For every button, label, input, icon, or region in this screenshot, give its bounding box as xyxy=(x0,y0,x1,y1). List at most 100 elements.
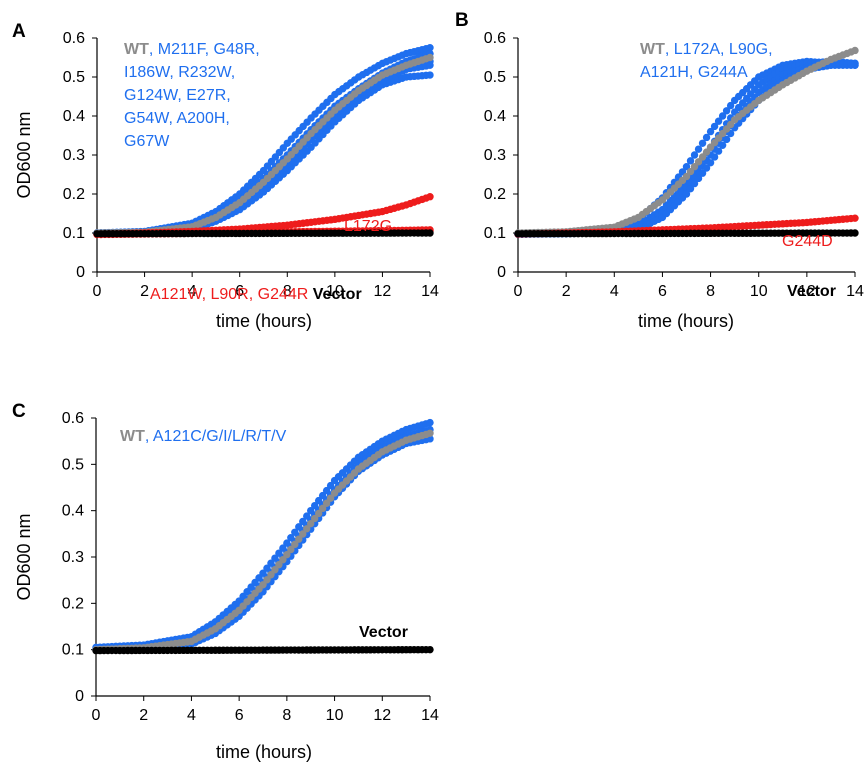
y-tick-label: 0.3 xyxy=(62,549,84,566)
x-tick-label: 4 xyxy=(187,707,196,724)
series-annotation: G244D xyxy=(782,233,833,250)
data-point xyxy=(263,576,271,584)
annotation-segment: L172G xyxy=(344,218,392,235)
data-point xyxy=(426,229,434,237)
data-point xyxy=(702,148,711,156)
series-4 xyxy=(514,59,859,238)
x-tick-label: 8 xyxy=(283,283,292,300)
data-point xyxy=(287,545,295,554)
x-tick-label: 4 xyxy=(188,283,197,300)
series-annotation: WT, A121C/G/I/L/R/T/V xyxy=(120,428,287,445)
data-point xyxy=(682,190,691,198)
annotation-segment: Vector xyxy=(308,286,361,303)
x-tick-label: 8 xyxy=(282,707,291,724)
annotation-segment: Vector xyxy=(359,624,408,641)
data-point xyxy=(702,164,711,172)
y-tick-label: 0.5 xyxy=(62,456,84,473)
x-tick-label: 2 xyxy=(139,707,148,724)
panel-c: C 0 2 4 6 8 10 12 14 0 0.1 0.2 0.3 0.4 0.5 0.6 time (hou… xyxy=(12,401,439,762)
x-tick-label: 6 xyxy=(235,283,244,300)
x-tick-label: 8 xyxy=(706,283,715,300)
data-point xyxy=(426,53,434,62)
data-point xyxy=(279,556,287,564)
x-tick-label: 2 xyxy=(140,283,149,300)
series-7 xyxy=(514,229,859,238)
x-tick-label: 14 xyxy=(846,283,864,300)
y-tick-label: 0.6 xyxy=(63,30,85,47)
data-point xyxy=(686,167,695,176)
data-point xyxy=(694,158,703,166)
series-1 xyxy=(514,57,859,238)
y-tick-label: 0.1 xyxy=(484,225,506,242)
data-point xyxy=(694,174,703,183)
x-tick-label: 10 xyxy=(326,707,344,724)
data-point xyxy=(690,179,699,188)
annotation-segment: G244D xyxy=(782,233,833,250)
data-point xyxy=(686,185,695,193)
data-point xyxy=(318,504,327,513)
x-tick-label: 12 xyxy=(374,283,392,300)
data-point xyxy=(682,163,691,171)
series-annotation: WT, L172A, L90G, A121H, G244A xyxy=(640,41,773,81)
annotation-segment: , L172A, L90G, xyxy=(665,41,773,58)
data-point xyxy=(326,494,335,502)
data-point xyxy=(310,514,319,523)
panel-letter: B xyxy=(455,10,469,31)
x-tick-label: 14 xyxy=(421,283,439,300)
data-point xyxy=(314,509,323,518)
x-tick-label: 14 xyxy=(421,707,439,724)
annotation-segment: WT xyxy=(124,41,149,58)
y-tick-label: 0.4 xyxy=(63,108,85,125)
series-annotation: Vector xyxy=(787,283,836,300)
y-tick-label: 0 xyxy=(75,688,84,705)
annotation-segment: WT xyxy=(640,41,665,58)
annotation-segment: WT xyxy=(120,428,145,445)
series-3 xyxy=(92,435,434,654)
y-tick-label: 0.1 xyxy=(63,225,85,242)
series-annotation: A121W, L90R, G244R Vector xyxy=(150,286,362,303)
annotation-segment: A121H, G244A xyxy=(640,64,748,81)
series-10 xyxy=(93,229,434,238)
y-tick-label: 0.2 xyxy=(62,595,84,612)
data-point xyxy=(271,566,279,574)
series-5 xyxy=(92,645,434,655)
data-point xyxy=(686,157,695,165)
data-point xyxy=(706,159,715,167)
x-tick-label: 0 xyxy=(514,283,523,300)
x-axis-title: time (hours) xyxy=(216,311,312,331)
y-tick-label: 0.5 xyxy=(63,69,85,86)
data-point xyxy=(851,46,859,55)
data-point xyxy=(718,112,727,120)
y-tick-label: 0.4 xyxy=(484,108,506,125)
x-tick-label: 6 xyxy=(658,283,667,300)
x-tick-label: 10 xyxy=(750,283,768,300)
data-point xyxy=(698,169,707,177)
x-tick-label: 4 xyxy=(610,283,619,300)
x-tick-label: 12 xyxy=(798,283,816,300)
data-point xyxy=(426,645,434,654)
data-point xyxy=(726,101,735,110)
data-point xyxy=(851,214,859,222)
annotation-segment: G67W xyxy=(124,133,170,150)
data-point xyxy=(275,561,283,569)
data-point xyxy=(426,429,434,437)
data-point xyxy=(851,229,859,237)
x-axis-title: time (hours) xyxy=(216,742,312,762)
data-point xyxy=(851,59,859,68)
y-tick-label: 0.5 xyxy=(484,69,506,86)
series-4 xyxy=(92,429,434,654)
y-tick-label: 0.3 xyxy=(63,147,85,164)
data-point xyxy=(322,499,331,507)
panel-a: A 0 2 4 6 8 10 12 14 0 0.1 0.2 0.3 0.4 0.5 0.6 time (hou… xyxy=(12,21,439,331)
annotation-segment: , M211F, G48R, xyxy=(149,41,260,58)
data-point xyxy=(307,519,315,528)
y-axis-title: OD600 nm xyxy=(14,111,34,198)
annotation-segment: I186W, R232W, xyxy=(124,64,235,81)
y-axis-title: OD600 nm xyxy=(14,513,34,600)
x-tick-label: 0 xyxy=(93,283,102,300)
panel-b: B 0 2 4 6 8 10 12 14 0 0.1 0.2 0.3 0.4 0.5 0.6 time (hou… xyxy=(455,10,864,331)
data-point xyxy=(267,571,275,579)
data-point xyxy=(283,550,291,559)
annotation-segment: G124W, E27R, xyxy=(124,87,231,104)
data-point xyxy=(259,581,267,589)
